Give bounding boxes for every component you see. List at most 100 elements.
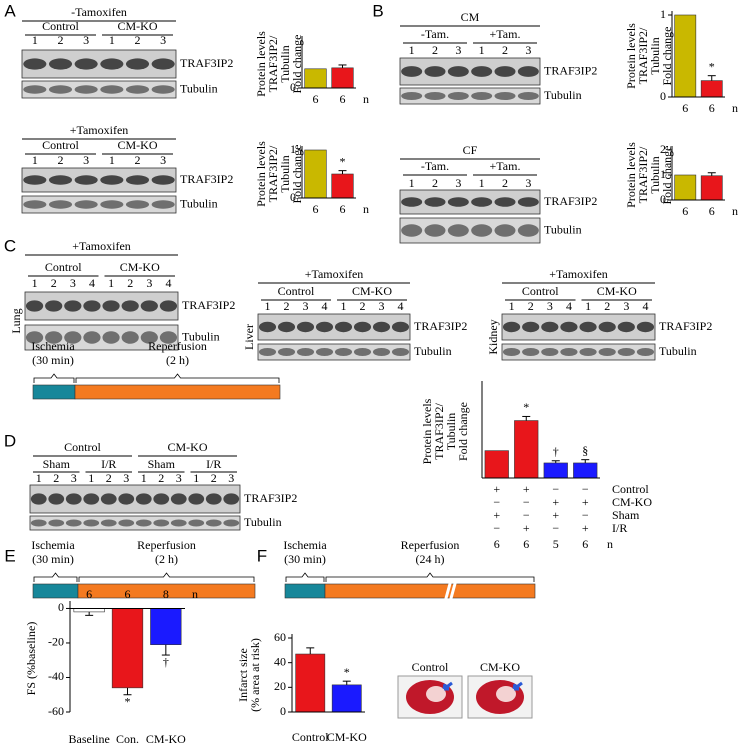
lane-label: 1 <box>32 276 38 290</box>
blot-band <box>48 58 73 70</box>
lane-label: 1 <box>109 153 115 167</box>
blot-band <box>471 92 493 100</box>
bar <box>304 149 327 199</box>
timeline-label: Ischemia <box>283 538 327 552</box>
blot-band <box>64 300 82 312</box>
blot-band <box>353 321 372 333</box>
x-axis-label: n <box>363 202 369 216</box>
blot-band <box>23 58 47 70</box>
tissue-label: Lung <box>9 308 23 333</box>
table-mark: − <box>552 521 559 535</box>
blot-band <box>48 493 65 505</box>
lane-label: 1 <box>409 176 415 190</box>
blot-band <box>579 321 597 333</box>
brace <box>285 572 325 582</box>
timeline-label: Ischemia <box>31 538 75 552</box>
blot-band <box>447 92 469 100</box>
x-tick-label: 5 <box>553 537 559 551</box>
timeline-label: Reperfusion <box>401 538 460 552</box>
axis-break <box>443 579 458 603</box>
blot-band <box>83 331 101 344</box>
lane-label: 2 <box>528 299 534 313</box>
x-tick-label: 6 <box>313 202 319 216</box>
table-mark: − <box>582 508 589 522</box>
lane-label: 2 <box>502 176 508 190</box>
band-label: Tubulin <box>182 329 220 343</box>
blot-group: CM-KO <box>167 440 207 454</box>
blot-band <box>100 58 124 70</box>
y-tick-label: 60 <box>274 630 286 644</box>
blot-treatment: +Tamoxifen <box>70 123 129 137</box>
lane-label: 3 <box>160 33 166 47</box>
y-tick-label: 20 <box>274 679 286 693</box>
lane-label: 3 <box>623 299 629 313</box>
timeline-label: (30 min) <box>284 552 326 566</box>
infarct-area <box>426 686 446 702</box>
lane-label: 4 <box>642 299 648 313</box>
panel-label: C <box>4 236 16 255</box>
blot-band <box>135 519 152 527</box>
blot-band <box>205 519 222 527</box>
y-tick-label: 1 <box>660 167 666 181</box>
blot-treatment: +Tamoxifen <box>72 239 131 253</box>
lane-label: 2 <box>284 299 290 313</box>
lane-label: 1 <box>479 43 485 57</box>
bar <box>111 608 144 689</box>
lane-label: 2 <box>127 276 133 290</box>
lane-label: 4 <box>566 299 572 313</box>
y-tick-label: -40 <box>48 669 64 683</box>
blot-band <box>424 224 446 237</box>
blot-band <box>140 331 158 344</box>
arrow <box>512 681 523 691</box>
blot-group: CM-KO <box>597 284 637 298</box>
blot-band <box>140 300 158 312</box>
blot-group: CM-KO <box>120 260 160 274</box>
blot-band <box>48 519 65 527</box>
blot-strip <box>29 484 241 514</box>
blot-band <box>372 321 391 333</box>
y-axis-label: Tubulin <box>648 156 662 194</box>
blot-band <box>48 175 73 185</box>
lane-label: 1 <box>32 153 38 167</box>
blot-band <box>447 197 469 207</box>
brace <box>325 572 535 582</box>
blot-band <box>151 85 175 94</box>
blot-group: -Tam. <box>421 159 449 173</box>
table-mark: + <box>493 508 500 522</box>
significance-mark: * <box>340 154 346 168</box>
lane-label: 3 <box>525 43 531 57</box>
x-tick-label: 6 <box>523 537 529 551</box>
blot-band <box>315 321 334 333</box>
blot-band <box>517 92 539 100</box>
blot-band <box>223 519 240 527</box>
y-tick-label: 0 <box>290 80 296 94</box>
lane-label: 2 <box>51 276 57 290</box>
lane-label: 3 <box>228 471 234 485</box>
blot-band <box>100 493 117 505</box>
y-tick-label: 40 <box>274 654 286 668</box>
x-tick-label: 6 <box>340 202 346 216</box>
lane-label: 1 <box>265 299 271 313</box>
blot-group: +Tam. <box>490 27 521 41</box>
infarct-area <box>496 686 516 702</box>
image-label: CM-KO <box>480 660 520 674</box>
blot-band <box>258 321 277 333</box>
blot-band <box>118 493 135 505</box>
timeline-label: Reperfusion <box>148 339 207 353</box>
n-label: 8 <box>163 587 169 601</box>
blot-group: -Tam. <box>421 27 449 41</box>
lane-label: 1 <box>108 276 114 290</box>
band-label: TRAF3IP2 <box>180 172 233 186</box>
bar <box>543 462 568 479</box>
lane-label: 1 <box>479 176 485 190</box>
blot-band <box>30 493 47 505</box>
blot-band <box>100 200 124 209</box>
table-mark: + <box>523 482 530 496</box>
blot-band <box>579 348 597 356</box>
band-label: Tubulin <box>544 222 582 236</box>
timeline-segment <box>32 384 76 400</box>
y-tick-label: 2 <box>660 142 666 156</box>
y-axis-label: Protein levels <box>254 141 268 207</box>
blot-band <box>471 224 493 237</box>
lane-label: 1 <box>88 471 94 485</box>
